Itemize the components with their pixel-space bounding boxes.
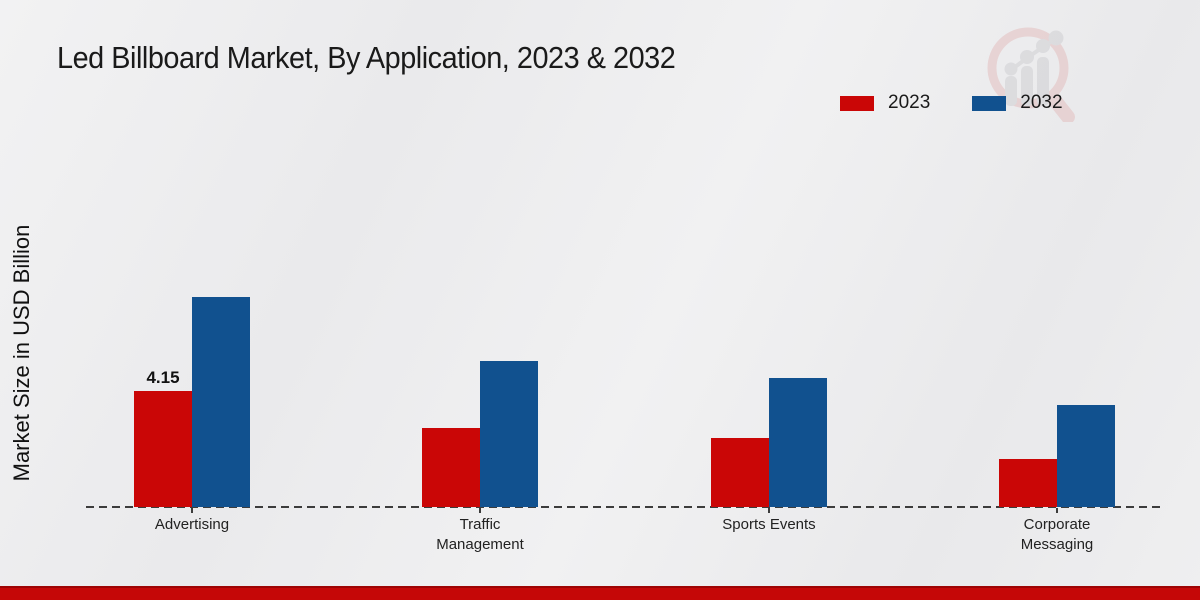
magnifier-bar-chart-logo-icon xyxy=(987,27,1075,122)
legend-swatch-2032 xyxy=(972,95,1007,111)
bar-2023-sports-events xyxy=(711,438,769,507)
legend-item-2032: 2032 xyxy=(972,92,1063,114)
chart-title: Led Billboard Market, By Application, 20… xyxy=(57,40,676,75)
category-label-traffic-management: Traffic Management xyxy=(436,516,524,553)
legend-item-2023: 2023 xyxy=(840,92,930,114)
legend-swatch-2023 xyxy=(840,95,874,111)
footer-accent-bar xyxy=(0,586,1200,600)
legend-label-2023: 2023 xyxy=(888,92,931,113)
x-axis-tick xyxy=(191,508,193,513)
legend-label-2032: 2032 xyxy=(1020,92,1063,113)
bar-2032-corporate-messaging xyxy=(1057,405,1115,507)
x-axis-tick xyxy=(479,508,481,513)
legend: 2023 2032 xyxy=(840,92,1063,114)
bar-value-label: 4.15 xyxy=(146,368,180,387)
x-axis-dashed-baseline xyxy=(86,506,1163,508)
category-label-corporate-messaging: Corporate Messaging xyxy=(1020,516,1094,553)
category-label-sports-events: Sports Events xyxy=(722,516,816,533)
bar-2023-corporate-messaging xyxy=(999,459,1057,507)
bar-2032-traffic-management xyxy=(480,361,538,507)
bar-2032-advertising xyxy=(192,297,250,507)
category-label-advertising: Advertising xyxy=(154,516,230,533)
x-axis-tick xyxy=(1056,508,1058,513)
x-axis-tick xyxy=(768,508,770,513)
bar-2023-traffic-management xyxy=(422,428,480,507)
bar-2032-sports-events xyxy=(769,378,827,507)
bar-2023-advertising xyxy=(134,391,192,507)
